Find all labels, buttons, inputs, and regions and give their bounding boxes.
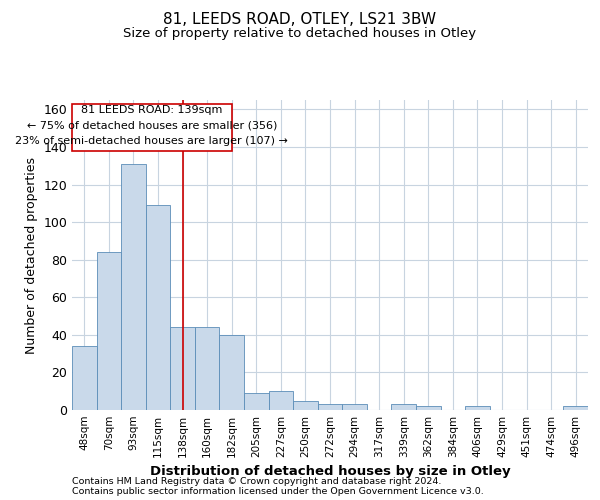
Bar	[220, 335, 244, 410]
Bar	[318, 404, 342, 410]
Bar	[391, 404, 416, 410]
Bar	[465, 406, 490, 410]
Bar	[97, 252, 121, 410]
Bar	[72, 346, 97, 410]
Bar	[146, 205, 170, 410]
Bar	[195, 328, 220, 410]
Bar	[342, 404, 367, 410]
Text: 23% of semi-detached houses are larger (107) →: 23% of semi-detached houses are larger (…	[16, 136, 288, 146]
Bar	[563, 406, 588, 410]
Y-axis label: Number of detached properties: Number of detached properties	[25, 156, 38, 354]
Bar	[121, 164, 146, 410]
Text: 81 LEEDS ROAD: 139sqm: 81 LEEDS ROAD: 139sqm	[81, 105, 223, 115]
Bar	[244, 393, 269, 410]
Bar	[269, 391, 293, 410]
Bar	[170, 328, 195, 410]
Text: Contains HM Land Registry data © Crown copyright and database right 2024.: Contains HM Land Registry data © Crown c…	[72, 478, 442, 486]
Bar	[416, 406, 440, 410]
Text: 81, LEEDS ROAD, OTLEY, LS21 3BW: 81, LEEDS ROAD, OTLEY, LS21 3BW	[163, 12, 437, 28]
Text: Contains public sector information licensed under the Open Government Licence v3: Contains public sector information licen…	[72, 488, 484, 496]
Text: ← 75% of detached houses are smaller (356): ← 75% of detached houses are smaller (35…	[26, 120, 277, 130]
Bar	[293, 400, 318, 410]
FancyBboxPatch shape	[72, 104, 232, 150]
Text: Size of property relative to detached houses in Otley: Size of property relative to detached ho…	[124, 28, 476, 40]
X-axis label: Distribution of detached houses by size in Otley: Distribution of detached houses by size …	[149, 466, 511, 478]
